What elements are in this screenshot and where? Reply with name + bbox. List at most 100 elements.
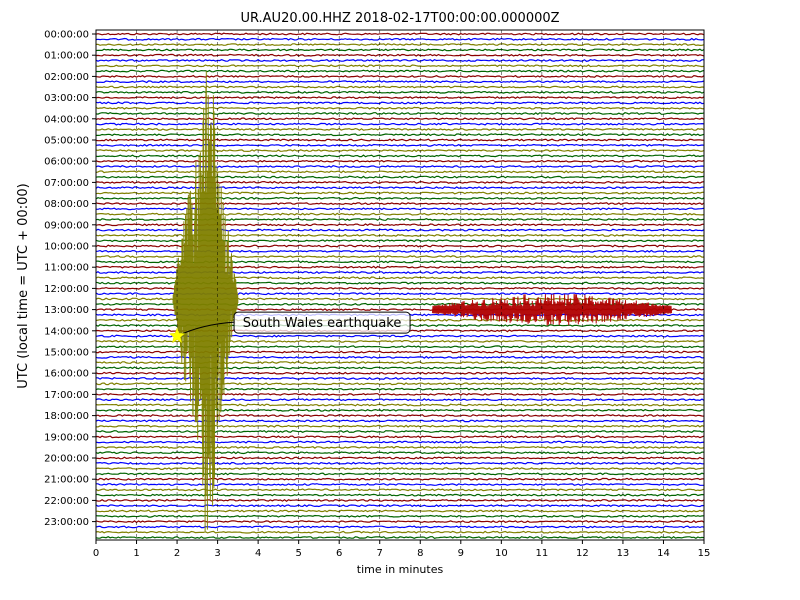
trace-line [95, 440, 705, 444]
x-tick-label: 12 [576, 548, 589, 559]
trace-line [95, 419, 705, 423]
y-axis-label: UTC (local time = UTC + 00:00) [16, 183, 31, 388]
trace-line [95, 207, 705, 211]
trace-line [95, 355, 705, 359]
trace-line [95, 85, 705, 89]
y-tick-label: 22:00:00 [44, 496, 89, 507]
trace-line [95, 223, 705, 227]
y-tick-label: 07:00:00 [44, 178, 89, 189]
trace-line [95, 164, 705, 168]
trace-line [95, 143, 705, 147]
trace-line [95, 451, 705, 455]
x-tick-label: 6 [336, 548, 342, 559]
y-tick-label: 23:00:00 [44, 517, 89, 528]
chart-title: UR.AU20.00.HHZ 2018-02-17T00:00:00.00000… [240, 11, 559, 26]
trace-line [95, 472, 705, 476]
y-tick-label: 05:00:00 [44, 136, 89, 147]
trace-line [95, 80, 705, 84]
trace-line [96, 69, 705, 73]
trace-line [95, 424, 705, 428]
x-tick-label: 3 [214, 548, 220, 559]
star-icon [168, 327, 186, 344]
y-tick-label: 12:00:00 [44, 284, 89, 295]
x-tick-label: 9 [458, 548, 464, 559]
trace-line [95, 509, 705, 513]
trace-line [95, 361, 705, 365]
y-tick-label: 06:00:00 [44, 157, 89, 168]
trace-line [95, 414, 705, 418]
trace-line [95, 408, 705, 412]
y-tick-label: 14:00:00 [44, 326, 89, 337]
trace-line [95, 53, 705, 57]
trace-line [95, 435, 705, 439]
trace-line [95, 48, 705, 52]
y-tick-label: 20:00:00 [44, 454, 89, 465]
y-tick-label: 10:00:00 [44, 242, 89, 253]
trace-line [95, 366, 705, 370]
y-tick-label: 17:00:00 [44, 390, 89, 401]
trace-line [95, 101, 705, 105]
trace-line [95, 64, 705, 68]
x-tick-label: 15 [698, 548, 711, 559]
trace-line [95, 96, 705, 100]
trace-line [95, 403, 705, 407]
y-tick-label: 02:00:00 [44, 72, 89, 83]
trace-line [95, 445, 705, 449]
trace-line [95, 43, 705, 47]
trace-line [95, 461, 704, 465]
trace-line [95, 398, 705, 402]
x-tick-label: 2 [174, 548, 180, 559]
trace-line [95, 32, 705, 36]
trace-line [95, 106, 705, 110]
trace-line [95, 535, 705, 540]
trace-line [95, 520, 705, 524]
x-axis-label: time in minutes [357, 563, 444, 576]
x-tick-label: 8 [417, 548, 423, 559]
x-tick-label: 13 [617, 548, 630, 559]
trace-line [95, 456, 705, 460]
trace-line [95, 154, 704, 158]
trace-line [95, 138, 705, 142]
trace-line [95, 90, 705, 94]
trace-line [95, 170, 705, 174]
trace-line [95, 175, 705, 179]
trace-line [95, 191, 705, 195]
y-tick-label: 04:00:00 [44, 114, 89, 125]
trace-line [96, 493, 705, 497]
plot-frame [95, 29, 705, 541]
trace-line [95, 488, 705, 492]
y-tick-label: 21:00:00 [44, 475, 89, 486]
trace-line [95, 376, 705, 380]
trace-line [95, 217, 705, 222]
trace-line [95, 387, 705, 391]
y-tick-label: 11:00:00 [44, 263, 89, 274]
trace-line [95, 350, 705, 354]
y-tick-label: 00:00:00 [44, 30, 89, 41]
trace-line [95, 498, 705, 502]
trace-line [95, 127, 705, 131]
trace-line [95, 530, 704, 534]
trace-line [95, 392, 705, 396]
y-tick-label: 16:00:00 [44, 369, 89, 380]
y-tick-label: 18:00:00 [44, 411, 89, 422]
y-tick-label: 15:00:00 [44, 348, 89, 359]
y-tick-label: 13:00:00 [44, 305, 89, 316]
x-tick-label: 5 [295, 548, 301, 559]
noise-burst-waveform [431, 293, 673, 326]
trace-line [96, 482, 704, 486]
trace-line [95, 117, 705, 121]
trace-line [95, 477, 704, 481]
trace-line [95, 180, 705, 184]
trace-line [95, 196, 705, 200]
trace-line [96, 133, 705, 137]
trace-line [95, 159, 705, 163]
x-tick-label: 7 [377, 548, 383, 559]
trace-line [95, 111, 705, 116]
earthquake-annotation: South Wales earthquake [168, 311, 411, 344]
y-tick-label: 08:00:00 [44, 199, 89, 210]
y-tick-label: 09:00:00 [44, 220, 89, 231]
trace-line [95, 58, 705, 62]
trace-line [95, 186, 705, 190]
